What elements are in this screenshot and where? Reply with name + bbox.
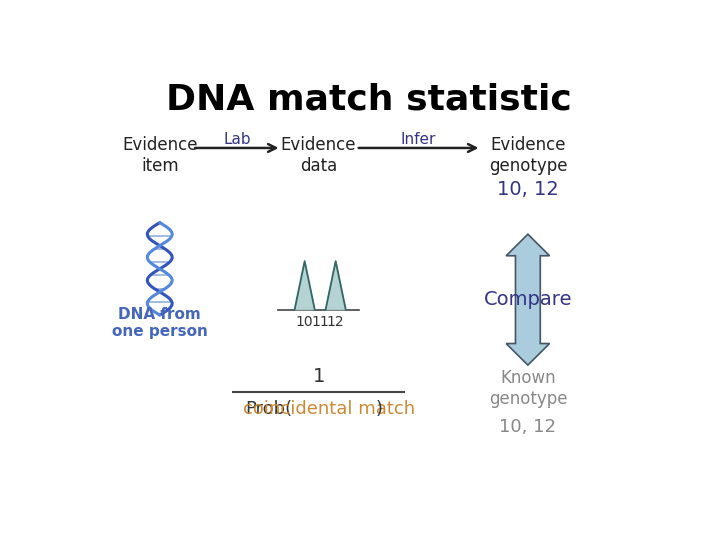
Text: Evidence
item: Evidence item: [122, 136, 197, 175]
Text: DNA from
one person: DNA from one person: [112, 307, 207, 339]
Text: Compare: Compare: [484, 290, 572, 309]
Text: ): ): [376, 400, 383, 418]
Polygon shape: [506, 234, 549, 365]
Text: Prob(: Prob(: [245, 400, 292, 418]
Text: Evidence
genotype: Evidence genotype: [489, 136, 567, 175]
Text: DNA match statistic: DNA match statistic: [166, 83, 572, 117]
Text: 10, 12: 10, 12: [500, 418, 557, 436]
Text: 11: 11: [311, 315, 329, 329]
Text: 10: 10: [296, 315, 313, 329]
Text: coincidental match: coincidental match: [243, 400, 415, 418]
Text: Lab: Lab: [223, 132, 251, 147]
Polygon shape: [294, 261, 315, 309]
Text: Known
genotype: Known genotype: [489, 369, 567, 408]
Text: 1: 1: [312, 367, 325, 386]
Text: Evidence
data: Evidence data: [281, 136, 356, 175]
Polygon shape: [325, 261, 346, 309]
Text: 12: 12: [327, 315, 344, 329]
Text: 10, 12: 10, 12: [497, 180, 559, 199]
Text: Infer: Infer: [401, 132, 436, 147]
